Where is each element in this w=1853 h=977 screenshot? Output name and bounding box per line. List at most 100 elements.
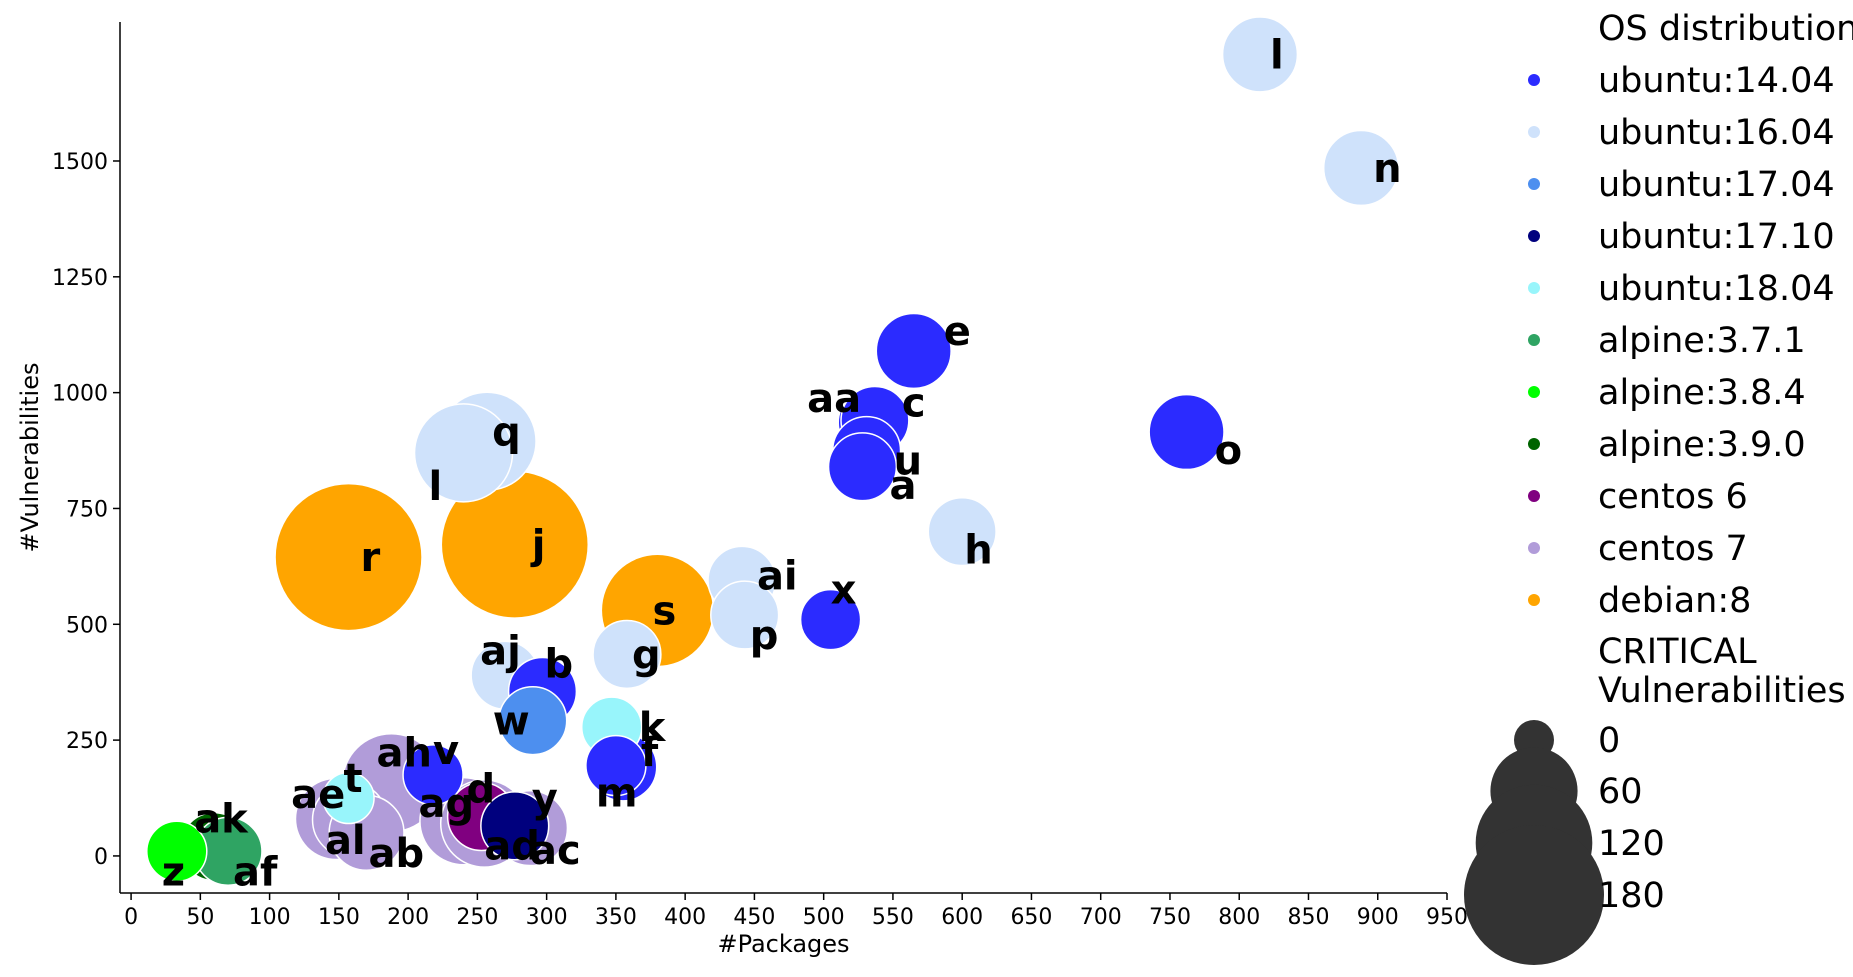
x-tick-label: 0 <box>124 905 138 930</box>
point-label-p: p <box>750 613 779 659</box>
data-point-z <box>146 820 208 883</box>
x-tick-label: 350 <box>595 905 637 930</box>
data-point-l <box>413 403 514 503</box>
point-label-h: h <box>964 528 992 574</box>
x-tick-label: 200 <box>387 905 429 930</box>
legend-label: ubuntu:16.04 <box>1598 113 1835 153</box>
y-tick-label: 750 <box>66 497 108 522</box>
data-point-l <box>1221 16 1299 93</box>
point-label-ab: ab <box>369 831 425 877</box>
x-tick-label: 850 <box>1287 905 1329 930</box>
legend-label: alpine:3.7.1 <box>1598 321 1806 361</box>
point-label-aa: aa <box>807 376 861 422</box>
y-tick-label: 1500 <box>52 150 108 175</box>
legend-label: ubuntu:17.04 <box>1598 165 1835 205</box>
point-label-a: a <box>889 463 916 509</box>
point-label-ai: ai <box>757 553 798 599</box>
point-label-r: r <box>361 535 381 581</box>
point-label-l: l <box>429 464 443 510</box>
point-label-t: t <box>344 756 363 802</box>
size-legend-marker <box>1464 825 1604 965</box>
data-point-a <box>827 432 898 502</box>
legend-title: OS distribution <box>1598 9 1853 49</box>
point-label-af: af <box>233 849 278 895</box>
legend-marker <box>1528 178 1540 190</box>
size-legend-label: 0 <box>1598 721 1620 761</box>
point-label-z: z <box>162 849 185 895</box>
size-legend-label: 180 <box>1598 876 1665 916</box>
legend-color-items: ubuntu:14.04 ubuntu:16.04 ubuntu:17.04 ubun… <box>1528 61 1835 621</box>
x-axis-title: #Packages <box>717 930 849 958</box>
point-label-u: u <box>894 439 922 485</box>
point-label-g: g <box>632 632 661 678</box>
legend-marker <box>1528 438 1540 450</box>
point-label-ah: ah <box>376 731 431 777</box>
size-legend-label: 60 <box>1598 772 1643 812</box>
legend-marker <box>1528 74 1540 86</box>
legend-marker <box>1528 282 1540 294</box>
x-tick-label: 100 <box>249 905 291 930</box>
data-point-g <box>592 619 662 690</box>
size-legend-title: CRITICAL <box>1598 632 1757 672</box>
x-tick-label: 650 <box>1010 905 1052 930</box>
legend-marker <box>1528 542 1540 554</box>
legend-marker <box>1528 594 1540 606</box>
point-label-o: o <box>1215 428 1242 474</box>
point-label-al: al <box>325 818 366 864</box>
x-tick-label: 500 <box>803 905 845 930</box>
point-label-c: c <box>902 380 926 426</box>
y-tick-label: 0 <box>94 845 108 870</box>
legend-label: ubuntu:18.04 <box>1598 269 1835 309</box>
y-tick-label: 500 <box>66 613 108 638</box>
data-point-e <box>875 312 952 390</box>
legend-label: centos 7 <box>1598 529 1748 569</box>
x-tick-label: 700 <box>1080 905 1122 930</box>
point-label-j: j <box>530 523 546 569</box>
y-axis-title: #Vulnerabilities <box>16 363 44 553</box>
legend-marker <box>1528 490 1540 502</box>
data-point-h <box>927 496 997 567</box>
x-tick-label: 900 <box>1357 905 1399 930</box>
legend-label: alpine:3.8.4 <box>1598 373 1806 413</box>
point-label-aj: aj <box>480 628 521 674</box>
data-point-p <box>710 580 780 650</box>
x-tick-label: 600 <box>941 905 983 930</box>
legend: OS distribution ubuntu:14.04 ubuntu:16.04… <box>1464 9 1853 965</box>
x-tick-label: 150 <box>318 905 360 930</box>
point-label-x: x <box>831 568 857 614</box>
legend-marker <box>1528 386 1540 398</box>
point-label-y: y <box>532 776 558 822</box>
y-tick-label: 250 <box>66 729 108 754</box>
x-tick-label: 800 <box>1218 905 1260 930</box>
legend-marker <box>1528 230 1540 242</box>
size-legend-label: 120 <box>1598 824 1665 864</box>
data-point-w <box>498 685 568 756</box>
legend-marker <box>1528 126 1540 138</box>
data-point-y <box>480 791 550 861</box>
data-point-n <box>1322 129 1400 207</box>
data-point-r <box>274 482 423 632</box>
point-label-v: v <box>433 728 459 774</box>
points-layer <box>146 16 1400 886</box>
point-label-n: n <box>1373 146 1401 192</box>
point-label-ae: ae <box>291 772 345 818</box>
x-tick-label: 450 <box>733 905 775 930</box>
legend-label: ubuntu:14.04 <box>1598 61 1835 101</box>
point-label-k: k <box>639 705 667 751</box>
point-label-d: d <box>467 767 496 813</box>
x-tick-label: 750 <box>1149 905 1191 930</box>
data-point-x <box>799 588 862 651</box>
data-point-m <box>585 734 647 797</box>
x-tick-label: 400 <box>664 905 706 930</box>
point-label-l: l <box>1270 32 1284 78</box>
x-tick-label: 250 <box>456 905 498 930</box>
legend-label: debian:8 <box>1598 581 1751 621</box>
y-tick-label: 1000 <box>52 382 108 407</box>
point-label-f: f <box>641 730 659 776</box>
point-label-w: w <box>493 699 530 745</box>
legend-label: alpine:3.9.0 <box>1598 425 1806 465</box>
point-label-s: s <box>652 588 676 634</box>
